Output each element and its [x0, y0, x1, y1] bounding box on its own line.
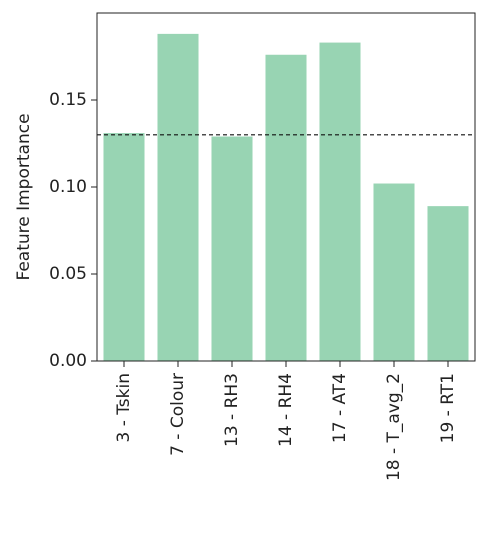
bar — [427, 206, 469, 361]
y-tick-label: 0.05 — [49, 264, 87, 284]
bar — [265, 54, 307, 361]
bar — [211, 136, 253, 361]
x-tick-label: 17 - AT4 — [330, 373, 350, 443]
x-tick-label: 3 - Tskin — [114, 373, 134, 443]
x-tick-label: 18 - T_avg_2 — [384, 373, 404, 481]
plot-frame — [96, 12, 476, 362]
bar — [319, 42, 361, 361]
bar — [373, 183, 415, 361]
y-axis-label: Feature Importance — [14, 113, 34, 280]
x-tick-label: 13 - RH3 — [222, 373, 242, 447]
y-tick-label: 0.10 — [49, 177, 87, 197]
x-tick-label: 7 - Colour — [168, 373, 188, 456]
bar — [157, 33, 199, 361]
y-tick-label: 0.00 — [49, 351, 87, 371]
bar — [103, 133, 145, 361]
x-tick-label: 14 - RH4 — [276, 373, 296, 447]
x-tick-label: 19 - RT1 — [438, 373, 458, 443]
y-tick-label: 0.15 — [49, 90, 87, 110]
